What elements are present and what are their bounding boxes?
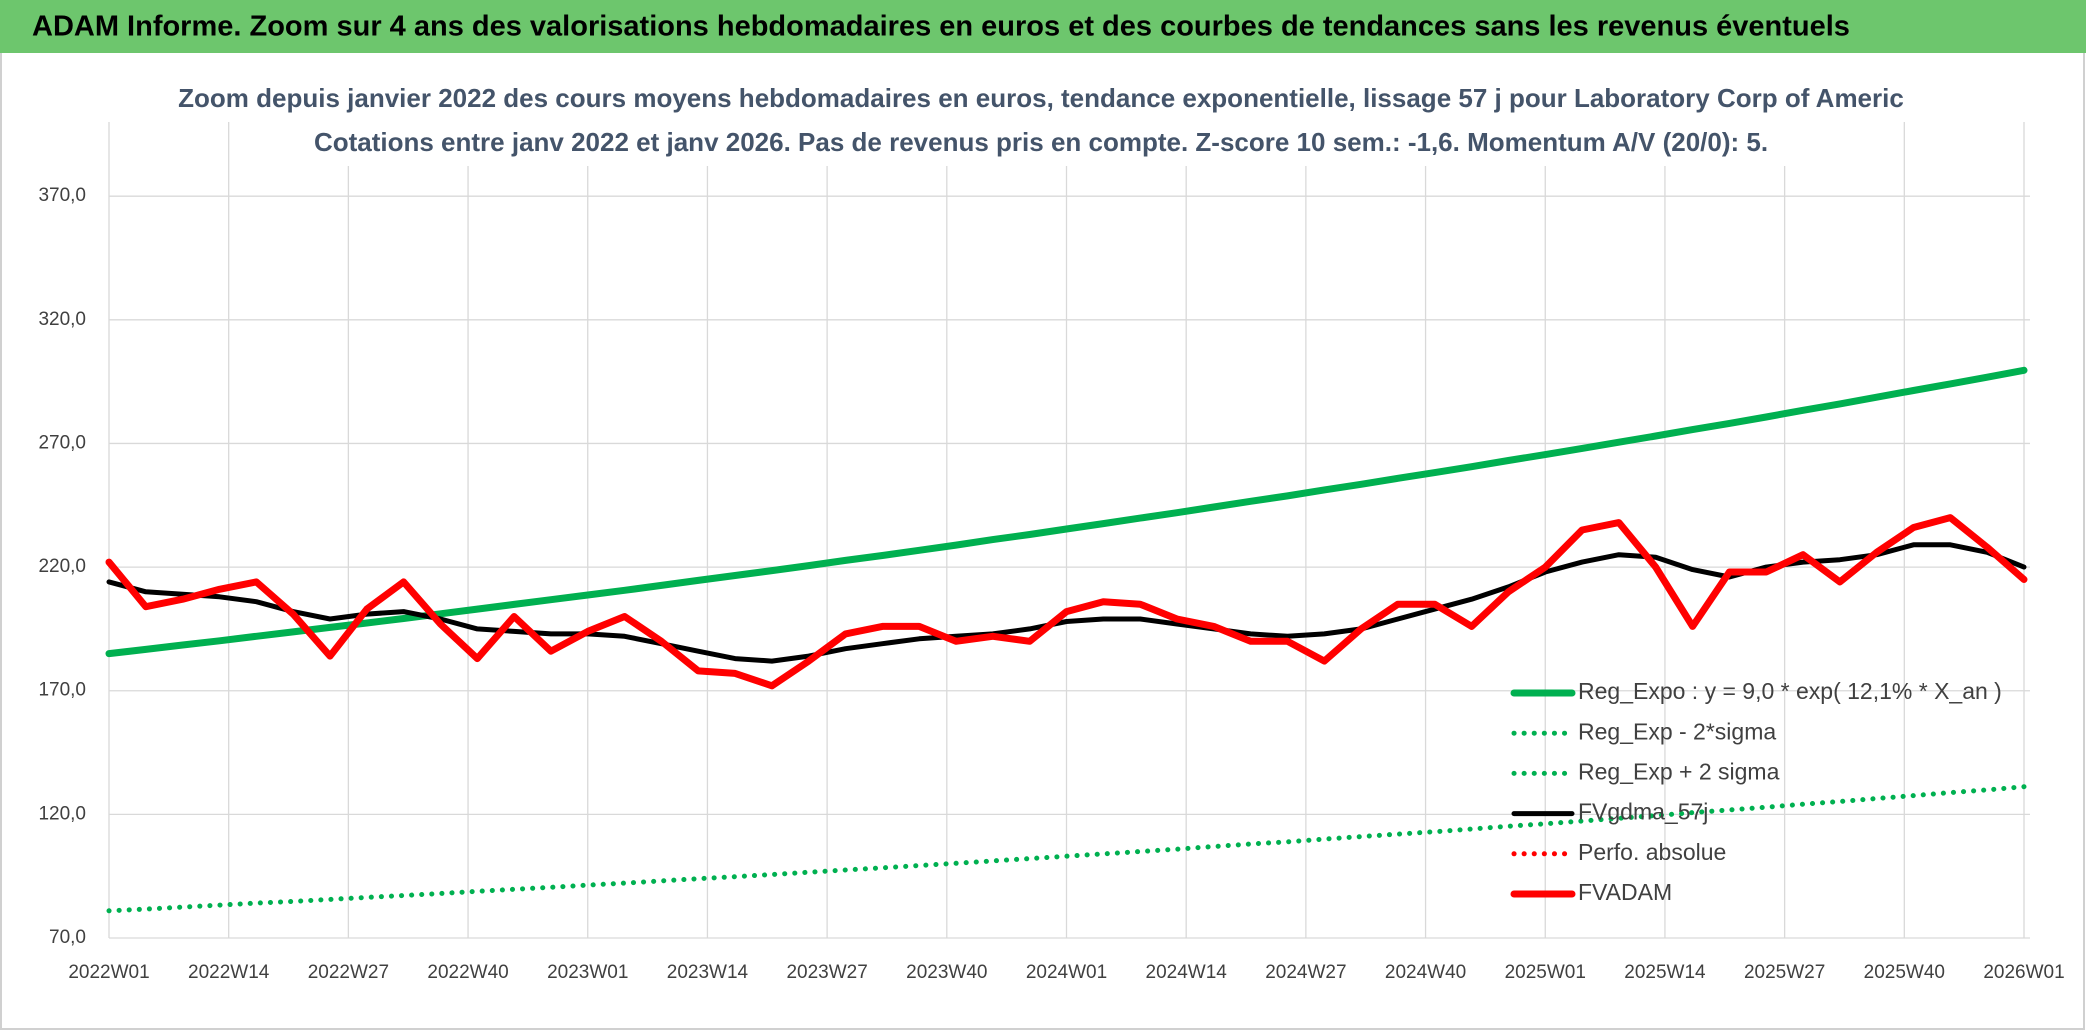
x-tick-label: 2024W40 (1385, 962, 1466, 983)
legend-label: FVADAM (1578, 879, 1672, 905)
subtitle-background (255, 80, 1825, 166)
legend-label: Reg_Exp + 2 sigma (1578, 758, 1780, 784)
y-tick-label: 120,0 (38, 803, 86, 824)
x-tick-label: 2023W14 (667, 962, 749, 983)
x-tick-label: 2025W27 (1744, 962, 1825, 983)
legend-label: FVgdma_57j (1578, 799, 1708, 825)
y-tick-label: 170,0 (38, 680, 86, 701)
x-tick-label: 2022W27 (308, 962, 389, 983)
y-tick-label: 270,0 (38, 432, 86, 453)
x-tick-label: 2026W01 (1983, 962, 2064, 983)
plot-area: 70,0 120,0 170,0 220,0 270,0 320,0 370,0 2022W0… (38, 122, 2065, 983)
chart-title: ADAM Informe. Zoom sur 4 ans des valoris… (32, 11, 1850, 43)
series-line (105, 514, 2028, 690)
legend-label: Reg_Expo : y = 9,0 * exp( 12,1% * X_an ) (1578, 678, 2002, 704)
subtitle: Zoom depuis janvier 2022 des cours moyen… (178, 83, 1904, 113)
x-tick-label: 2025W01 (1505, 962, 1586, 983)
legend-label: Perfo. absolue (1578, 839, 1726, 865)
x-tick-label: 2024W27 (1265, 962, 1346, 983)
y-tick-label: 370,0 (38, 185, 86, 206)
subtitle: Cotations entre janv 2022 et janv 2026. … (314, 127, 1768, 157)
x-tick-label: 2022W14 (188, 962, 270, 983)
legend-label: Reg_Exp - 2*sigma (1578, 718, 1776, 744)
legend: Reg_Expo : y = 9,0 * exp( 12,1% * X_an )… (1510, 678, 2002, 905)
series-line (106, 784, 2027, 914)
x-tick-label: 2022W40 (427, 962, 508, 983)
x-tick-label: 2023W27 (786, 962, 867, 983)
title-bar (0, 0, 2086, 53)
x-tick-label: 2025W14 (1624, 962, 1706, 983)
series-line (106, 542, 2027, 664)
x-tick-label: 2023W40 (906, 962, 987, 983)
x-tick-label: 2025W40 (1864, 962, 1945, 983)
x-tick-label: 2022W01 (68, 962, 149, 983)
y-tick-label: 220,0 (38, 556, 86, 577)
x-tick-label: 2024W01 (1026, 962, 1107, 983)
x-tick-label: 2023W01 (547, 962, 628, 983)
y-tick-label: 320,0 (38, 309, 86, 330)
y-tick-label: 70,0 (49, 927, 86, 948)
x-tick-label: 2024W14 (1146, 962, 1228, 983)
